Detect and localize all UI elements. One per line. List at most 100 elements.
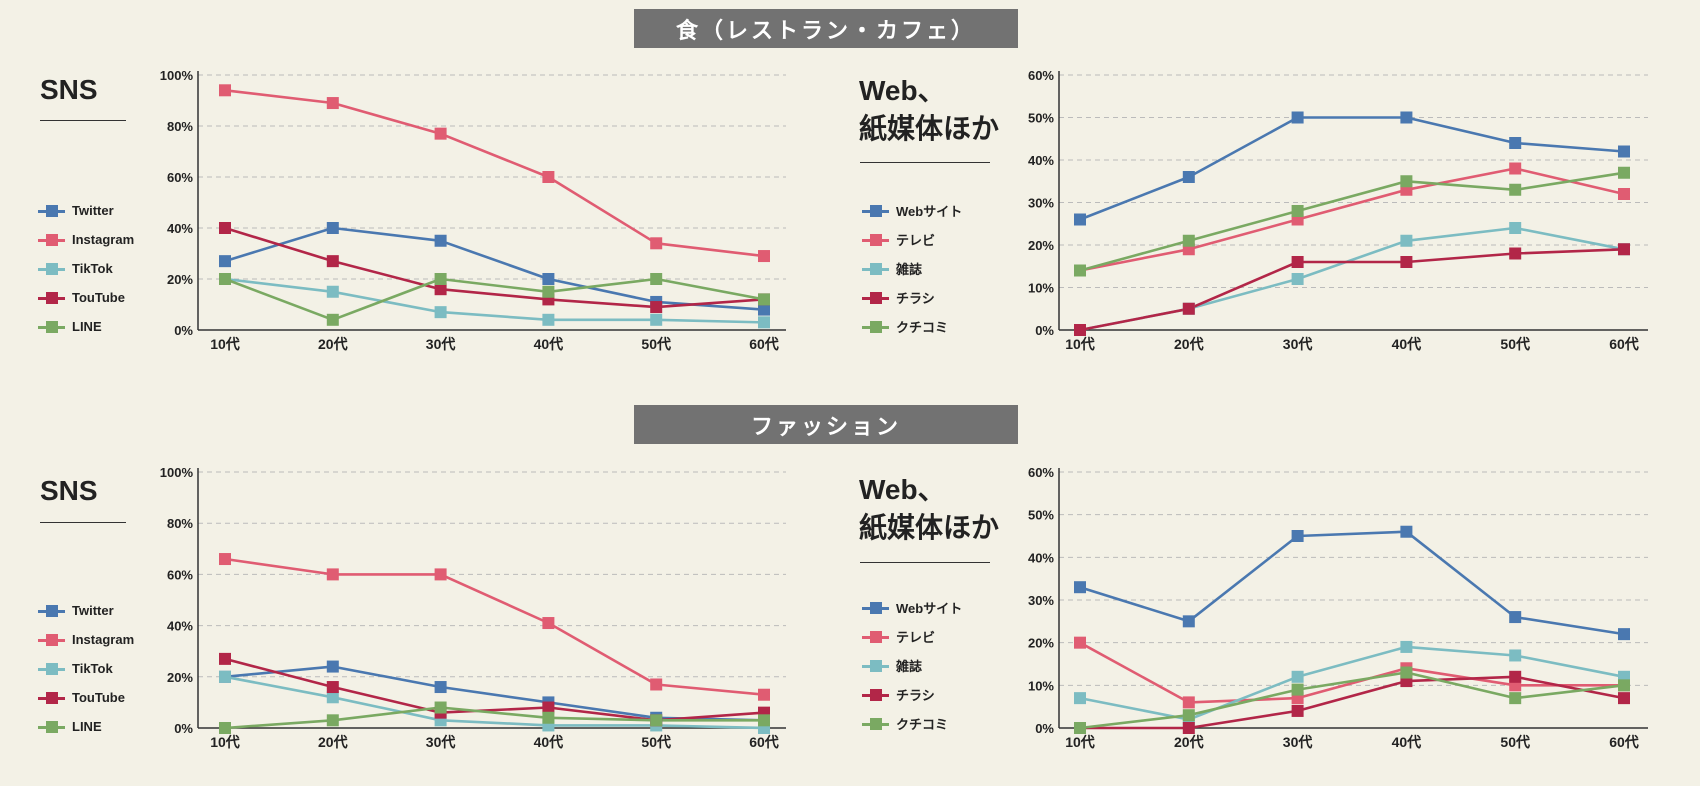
y-tick-label: 60% — [1028, 465, 1054, 480]
data-point — [542, 313, 555, 326]
data-point — [1291, 256, 1304, 268]
series-line — [1079, 671, 1625, 730]
x-tick-label: 60代 — [749, 734, 779, 750]
data-point — [1182, 171, 1195, 183]
data-point — [1400, 256, 1413, 268]
y-tick-label: 20% — [1028, 238, 1054, 253]
web-title-line1: Web、 — [859, 474, 946, 505]
data-point — [326, 255, 339, 268]
data-point — [1618, 145, 1630, 158]
legend-label: Webサイト — [896, 204, 963, 219]
data-point — [1074, 722, 1086, 734]
legend-item-website: Webサイト — [862, 196, 962, 225]
series-line — [1079, 248, 1625, 332]
series-line — [224, 226, 765, 309]
legend-swatch — [862, 291, 889, 304]
data-point — [650, 714, 663, 727]
data-point — [434, 127, 447, 140]
data-point — [1509, 137, 1522, 149]
legend-swatch — [38, 691, 65, 704]
legend-label: Instagram — [72, 632, 135, 647]
data-point — [326, 285, 339, 298]
data-point — [434, 283, 447, 296]
legend-item-website: Webサイト — [862, 593, 962, 622]
legend-item-twitter: Twitter — [38, 596, 134, 625]
x-tick-label: 20代 — [1174, 336, 1204, 352]
series-line — [224, 89, 765, 258]
y-tick-label: 50% — [1028, 508, 1054, 523]
legend-web-food: Webサイト テレビ 雑誌 チラシ クチコミ — [862, 196, 962, 341]
series-line — [1079, 645, 1625, 721]
data-point — [434, 306, 447, 319]
legend-item-line: LINE — [38, 712, 134, 741]
data-point — [1509, 247, 1522, 260]
series-line — [1079, 167, 1625, 272]
y-tick-label: 10% — [1028, 678, 1054, 693]
legend-item-toutube: TouTube — [38, 683, 134, 712]
data-point — [542, 617, 555, 630]
data-point — [1618, 188, 1630, 200]
data-point — [1182, 234, 1195, 247]
data-point — [1509, 692, 1522, 705]
data-point — [219, 255, 231, 268]
data-point — [219, 652, 231, 665]
legend-label: Instagram — [72, 232, 135, 247]
data-point — [1509, 183, 1522, 196]
series-line — [224, 277, 765, 324]
web-title-fashion: Web、 紙媒体ほか — [859, 471, 999, 547]
legend-label: 雑誌 — [896, 262, 923, 277]
legend-item-tiktok: TikTok — [38, 654, 134, 683]
x-tick-label: 30代 — [426, 734, 456, 750]
chart-fashion-sns: 0% 20% 40% 60% 80% 100% 10代 20代 30代 40代 50代 60代 — [160, 465, 786, 750]
legend-swatch — [862, 204, 889, 217]
data-point — [1291, 670, 1304, 683]
data-point — [1291, 704, 1304, 717]
legend-label: TouTube — [72, 690, 125, 705]
data-point — [1291, 111, 1304, 124]
data-point — [542, 171, 555, 183]
sns-title-rule-fashion — [40, 522, 126, 523]
data-point — [1074, 581, 1086, 594]
sns-title-rule — [40, 120, 126, 121]
x-tick-label: 20代 — [318, 336, 348, 352]
data-point — [650, 313, 663, 326]
data-point — [434, 681, 447, 694]
data-point — [1074, 324, 1086, 336]
data-point — [1618, 692, 1630, 705]
y-tick-label: 50% — [1028, 111, 1054, 126]
data-point — [434, 273, 447, 285]
data-point — [1400, 234, 1413, 247]
x-tick-label: 10代 — [210, 336, 240, 352]
data-point — [1509, 162, 1522, 175]
data-point — [1182, 302, 1195, 315]
data-point — [1400, 640, 1413, 653]
data-point — [1074, 692, 1086, 705]
y-tick-label: 40% — [167, 221, 193, 236]
data-point — [758, 303, 770, 316]
data-point — [326, 681, 339, 694]
data-point — [1400, 525, 1413, 538]
y-tick-label: 40% — [167, 619, 193, 634]
web-title: Web、 紙媒体ほか — [859, 72, 999, 148]
legend-label: TouTube — [72, 290, 125, 305]
legend-label: LINE — [72, 319, 102, 334]
data-point — [758, 714, 770, 727]
x-tick-label: 10代 — [1065, 336, 1095, 352]
data-point — [1182, 722, 1195, 734]
y-tick-label: 60% — [167, 567, 193, 582]
x-tick-label: 10代 — [210, 734, 240, 750]
y-tick-label: 100% — [160, 68, 194, 83]
legend-swatch — [38, 262, 65, 275]
data-point — [434, 568, 447, 581]
legend-swatch — [862, 688, 889, 701]
series-line — [1079, 641, 1624, 704]
series-line — [1079, 116, 1625, 221]
x-tick-label: 60代 — [1609, 734, 1639, 750]
y-tick-label: 20% — [167, 272, 193, 287]
legend-swatch — [38, 320, 65, 333]
legend-label: テレビ — [896, 630, 936, 645]
legend-swatch — [38, 604, 65, 617]
sns-title: SNS — [40, 74, 98, 105]
data-point — [1182, 696, 1195, 709]
